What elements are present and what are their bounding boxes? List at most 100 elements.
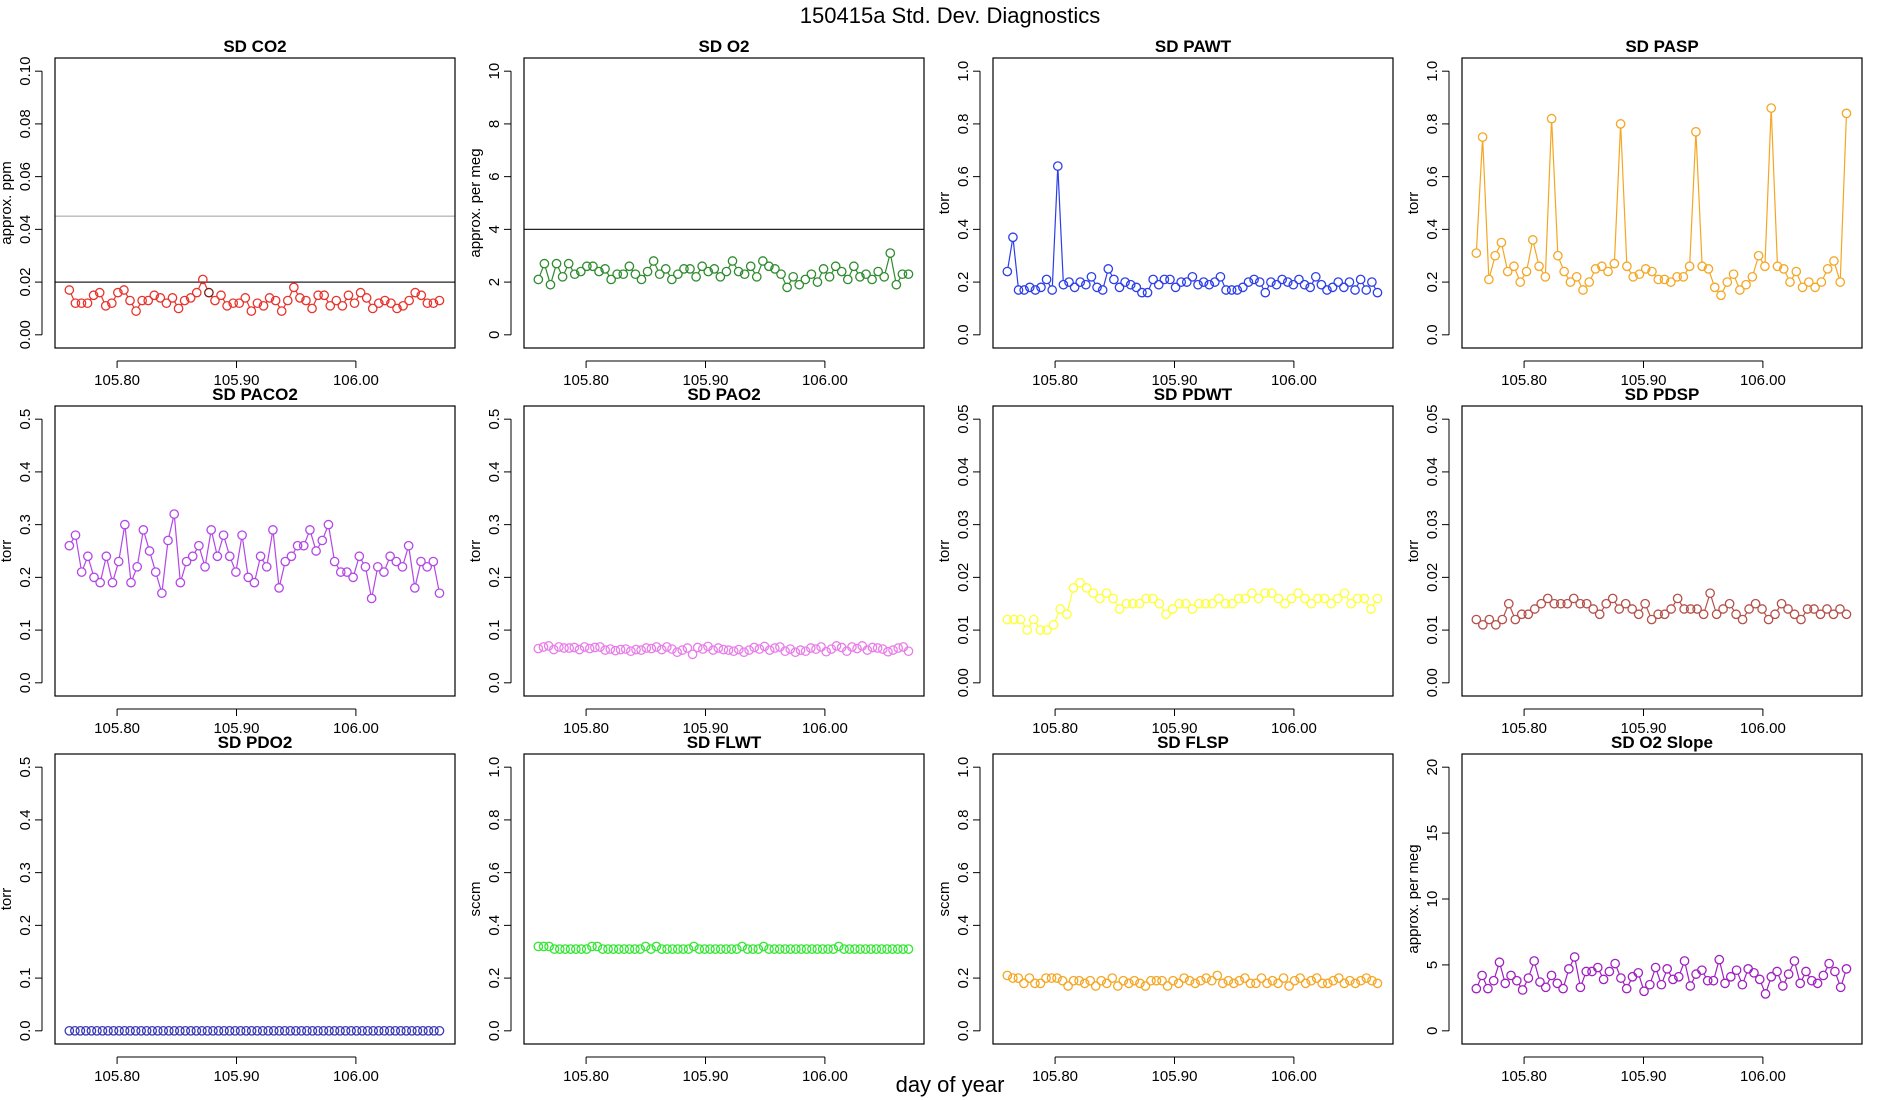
data-point [1080, 279, 1091, 290]
series-segment [1501, 246, 1508, 268]
data-point [1731, 609, 1741, 620]
data-point [1284, 981, 1294, 991]
series-segment [1012, 241, 1019, 286]
data-point [340, 1025, 351, 1036]
y-tick-label: 0.8 [486, 809, 503, 830]
data-point [319, 290, 330, 301]
data-point [290, 1025, 301, 1036]
data-point [885, 248, 896, 258]
y-axis-label: torr [1405, 540, 1422, 563]
data-point [301, 295, 311, 306]
series-segment [1743, 972, 1748, 981]
data-point [64, 285, 75, 295]
y-tick-label: 0.00 [17, 320, 34, 349]
series-segment [224, 539, 230, 553]
data-point [1207, 598, 1218, 609]
data-point [379, 567, 389, 577]
series-segment [1616, 967, 1620, 975]
data-point [1587, 966, 1597, 977]
data-point [1234, 975, 1245, 986]
data-point [1346, 598, 1356, 609]
data-point [1180, 598, 1191, 609]
data-point [113, 287, 123, 298]
data-point [1549, 598, 1560, 609]
data-point [274, 583, 284, 593]
data-point [691, 271, 701, 282]
data-point [292, 540, 303, 551]
data-point [210, 295, 220, 306]
x-tick-label: 105.80 [1032, 372, 1078, 389]
data-point [1271, 279, 1282, 290]
data-point [828, 944, 839, 954]
data-point [648, 256, 659, 266]
data-point [1300, 978, 1311, 989]
data-point [279, 1025, 290, 1036]
data-point [1151, 975, 1162, 986]
data-point [737, 941, 748, 952]
data-point [311, 546, 321, 556]
data-point [307, 303, 317, 314]
data-point [1564, 964, 1574, 974]
data-point [1107, 973, 1118, 983]
data-point [782, 282, 792, 293]
data-point [1685, 981, 1696, 991]
data-point [1245, 978, 1256, 989]
y-tick-label: 0.5 [17, 409, 34, 430]
data-point [1195, 975, 1206, 986]
series-segment [1372, 601, 1376, 606]
data-point [872, 643, 883, 653]
data-point [1592, 962, 1603, 973]
series-segment [1054, 612, 1060, 622]
series-segment [1672, 601, 1676, 606]
data-point [728, 646, 739, 657]
data-point [1503, 598, 1514, 609]
data-point [1030, 978, 1040, 989]
data-point [397, 561, 408, 572]
series-segment [1007, 241, 1013, 268]
data-point [181, 556, 192, 567]
data-point [564, 643, 575, 653]
data-point [385, 551, 395, 562]
y-axis-label: sccm [936, 882, 953, 917]
data-point [757, 256, 768, 266]
y-tick-label: 0.06 [17, 162, 34, 191]
data-point [1691, 969, 1701, 979]
data-point [1215, 271, 1226, 282]
x-tick-label: 106.00 [1271, 1068, 1317, 1085]
data-point [603, 944, 613, 954]
data-point [1030, 285, 1041, 295]
data-point [817, 944, 828, 954]
y-tick-label: 0.5 [486, 409, 503, 430]
data-point [721, 944, 731, 954]
data-point [703, 266, 714, 277]
data-point [1118, 975, 1129, 986]
data-point [130, 1025, 141, 1036]
series-segment [88, 560, 94, 574]
data-point [538, 642, 549, 652]
x-tick-label: 105.90 [1152, 372, 1198, 389]
data-point [563, 258, 574, 269]
data-point [1640, 598, 1651, 609]
data-point [1333, 973, 1344, 983]
data-point [1086, 271, 1097, 282]
data-point [1691, 126, 1701, 137]
data-point [727, 256, 738, 266]
plot-frame [54, 57, 456, 349]
data-point [70, 298, 81, 309]
data-point [1339, 978, 1350, 989]
data-point [1581, 966, 1592, 977]
y-tick-label: 0.3 [17, 862, 34, 883]
data-point [855, 271, 865, 282]
data-point [1256, 973, 1267, 983]
data-point [366, 593, 377, 604]
data-point [119, 285, 129, 295]
data-point [1633, 609, 1644, 620]
data-point [1057, 975, 1068, 986]
data-point [1278, 973, 1289, 983]
data-point [569, 269, 580, 280]
data-point [811, 644, 821, 654]
data-point [678, 944, 689, 954]
data-point [1228, 978, 1239, 989]
data-point [92, 1025, 102, 1036]
